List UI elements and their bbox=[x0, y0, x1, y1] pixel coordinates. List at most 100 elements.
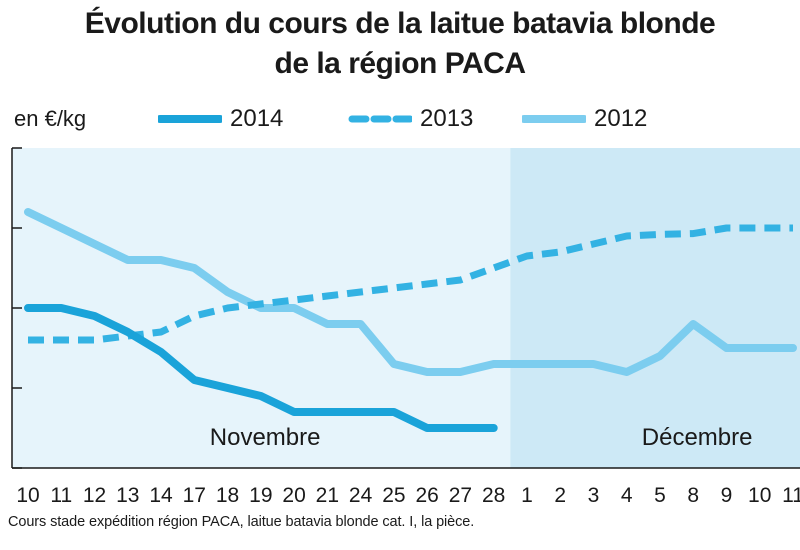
data-point-2013-10 bbox=[28, 340, 29, 341]
legend-item-2014: 2014 bbox=[158, 102, 283, 136]
data-point-2013-27 bbox=[460, 280, 461, 281]
legend-swatch-2012 bbox=[522, 115, 586, 123]
x-tick-label: 27 bbox=[449, 484, 472, 507]
data-point-2012-10 bbox=[28, 212, 29, 213]
data-point-2012-2 bbox=[560, 364, 561, 365]
data-point-2012-18 bbox=[227, 292, 228, 293]
data-point-2014-13 bbox=[127, 332, 128, 333]
x-tick-label: 9 bbox=[721, 484, 733, 507]
x-tick-label: 11 bbox=[50, 484, 72, 507]
legend-label-2013: 2013 bbox=[420, 105, 474, 132]
data-point-2012-11 bbox=[61, 228, 62, 229]
data-point-2012-4 bbox=[626, 372, 627, 373]
x-tick-label: 10 bbox=[16, 484, 39, 507]
data-point-2012-28 bbox=[493, 364, 494, 365]
data-point-2012-13 bbox=[127, 260, 128, 261]
data-point-2013-26 bbox=[427, 284, 428, 285]
data-point-2013-24 bbox=[360, 292, 361, 293]
month-label-november: Novembre bbox=[210, 424, 321, 451]
data-point-2014-25 bbox=[393, 412, 394, 413]
data-point-2012-20 bbox=[294, 308, 295, 309]
series-line-2014 bbox=[24, 304, 498, 432]
data-point-2012-21 bbox=[327, 324, 328, 325]
data-point-2012-10 bbox=[759, 348, 760, 349]
data-point-2014-28 bbox=[493, 428, 494, 429]
legend-label-2014: 2014 bbox=[230, 105, 284, 132]
data-point-2013-3 bbox=[593, 244, 594, 245]
x-tick-label: 25 bbox=[382, 484, 405, 507]
data-point-2014-20 bbox=[294, 412, 295, 413]
x-tick-label: 3 bbox=[588, 484, 600, 507]
data-point-2014-12 bbox=[94, 316, 95, 317]
data-point-2013-12 bbox=[94, 340, 95, 341]
data-point-2013-1 bbox=[526, 256, 527, 257]
data-point-2012-24 bbox=[360, 324, 361, 325]
data-point-2013-11 bbox=[61, 340, 62, 341]
data-point-2014-11 bbox=[61, 308, 62, 309]
series-line-2012 bbox=[24, 208, 797, 376]
data-point-2013-17 bbox=[194, 316, 195, 317]
x-tick-label: 11 bbox=[782, 484, 800, 507]
data-point-2013-2 bbox=[560, 252, 561, 253]
x-tick-label: 17 bbox=[183, 484, 206, 507]
data-point-2013-20 bbox=[294, 300, 295, 301]
data-point-2012-3 bbox=[593, 364, 594, 365]
x-tick-label: 28 bbox=[482, 484, 505, 507]
x-tick-label: 5 bbox=[654, 484, 666, 507]
data-point-2012-8 bbox=[693, 324, 694, 325]
data-point-2014-21 bbox=[327, 412, 328, 413]
data-point-2012-12 bbox=[94, 244, 95, 245]
data-point-2013-5 bbox=[659, 234, 660, 235]
legend-item-2013: 2013 bbox=[348, 102, 473, 136]
data-point-2013-18 bbox=[227, 308, 228, 309]
x-tick-label: 24 bbox=[349, 484, 373, 507]
data-point-2013-10 bbox=[759, 228, 760, 229]
december-background bbox=[510, 148, 800, 468]
chart-title-line1: Évolution du cours de la laitue batavia … bbox=[84, 7, 716, 40]
data-point-2013-14 bbox=[161, 332, 162, 333]
legend-item-2012: 2012 bbox=[522, 102, 647, 136]
data-point-2013-21 bbox=[327, 296, 328, 297]
data-point-2014-18 bbox=[227, 388, 228, 389]
data-point-2012-19 bbox=[260, 308, 261, 309]
x-tick-label: 2 bbox=[554, 484, 566, 507]
data-point-2012-26 bbox=[427, 372, 428, 373]
data-point-2013-25 bbox=[393, 288, 394, 289]
data-point-2014-27 bbox=[460, 428, 461, 429]
x-tick-label: 26 bbox=[415, 484, 438, 507]
x-tick-label: 8 bbox=[687, 484, 699, 507]
data-point-2014-14 bbox=[161, 352, 162, 353]
data-point-2012-11 bbox=[793, 348, 794, 349]
chart-title: Évolution du cours de la laitue batavia … bbox=[0, 4, 800, 84]
x-tick-label: 10 bbox=[748, 484, 771, 507]
x-tick-label: 21 bbox=[316, 484, 339, 507]
month-label-december: Décembre bbox=[642, 424, 753, 451]
data-point-2012-27 bbox=[460, 372, 461, 373]
data-point-2013-19 bbox=[260, 304, 261, 305]
data-point-2012-25 bbox=[393, 364, 394, 365]
data-point-2014-10 bbox=[28, 308, 29, 309]
data-point-2014-19 bbox=[260, 396, 261, 397]
data-point-2013-4 bbox=[626, 236, 627, 237]
x-tick-label: 19 bbox=[249, 484, 272, 507]
footnote: Cours stade expédition région PACA, lait… bbox=[8, 514, 475, 530]
legend-swatch-2013 bbox=[348, 115, 412, 123]
x-tick-label: 12 bbox=[83, 484, 106, 507]
series-line-2013 bbox=[28, 224, 793, 344]
data-point-2012-5 bbox=[659, 356, 660, 357]
data-point-2014-24 bbox=[360, 412, 361, 413]
legend-label-2012: 2012 bbox=[594, 105, 648, 132]
x-tick-label: 1 bbox=[521, 484, 533, 507]
x-tick-label: 18 bbox=[216, 484, 239, 507]
data-point-2012-17 bbox=[194, 268, 195, 269]
data-point-2013-9 bbox=[726, 228, 727, 229]
legend-swatch-2014 bbox=[158, 115, 222, 123]
unit-label: en €/kg bbox=[14, 106, 87, 131]
x-tick-label: 13 bbox=[116, 484, 139, 507]
data-point-2014-17 bbox=[194, 380, 195, 381]
data-point-2014-26 bbox=[427, 428, 428, 429]
data-point-2013-11 bbox=[793, 228, 794, 229]
data-point-2013-28 bbox=[493, 268, 494, 269]
data-point-2013-8 bbox=[693, 233, 694, 234]
